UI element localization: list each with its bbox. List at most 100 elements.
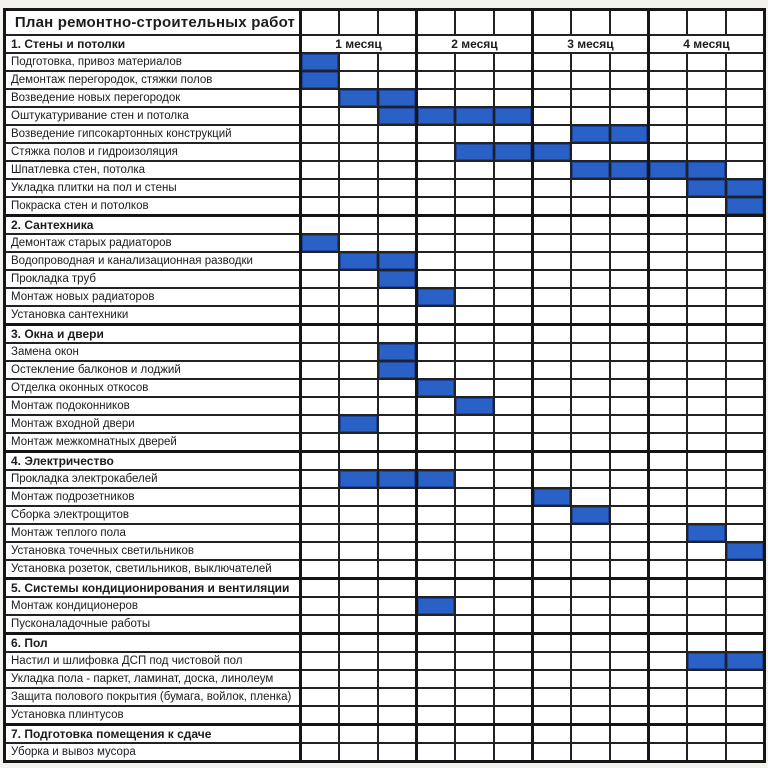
week-cell — [492, 487, 534, 507]
week-cell — [338, 559, 379, 580]
gantt-bar-cell — [338, 251, 379, 271]
week-cell — [299, 523, 341, 543]
task-label: Монтаж входной двери — [3, 414, 302, 434]
week-cell — [724, 233, 766, 253]
task-row: Монтаж подрозетников — [3, 487, 766, 507]
task-label: Сборка электрощитов — [3, 505, 302, 525]
task-label: Монтаж подрозетников — [3, 487, 302, 507]
section-label: 7. Подготовка помещения к сдаче — [3, 723, 302, 744]
week-cell — [376, 577, 418, 598]
week-cell — [299, 723, 341, 744]
week-cell — [299, 160, 341, 180]
gantt-bar-cell — [338, 88, 379, 108]
week-cell — [686, 214, 727, 235]
week-cell — [492, 523, 534, 543]
week-cell — [492, 214, 534, 235]
week-cell — [492, 687, 534, 707]
week-cell — [414, 432, 457, 453]
week-cell — [570, 687, 611, 707]
week-cell — [376, 541, 418, 561]
week-cell — [299, 742, 341, 763]
week-cell — [530, 305, 573, 326]
week-cell — [686, 614, 727, 635]
week-cell — [724, 360, 766, 380]
week-cell — [530, 106, 573, 126]
week-cell — [492, 305, 534, 326]
week-cell — [608, 577, 650, 598]
week-cell — [530, 632, 573, 653]
week-cell — [299, 305, 341, 326]
week-cell — [724, 523, 766, 543]
week-cell — [530, 233, 573, 253]
week-cell — [530, 396, 573, 416]
week-cell — [338, 160, 379, 180]
week-cell — [570, 705, 611, 726]
week-cell — [454, 450, 495, 471]
week-cell — [454, 52, 495, 72]
gantt-bar-cell — [376, 360, 418, 380]
week-cell — [338, 214, 379, 235]
week-cell — [686, 269, 727, 289]
week-cell — [299, 450, 341, 471]
week-cell — [414, 214, 457, 235]
week-cell — [492, 52, 534, 72]
week-cell — [454, 596, 495, 616]
week-cell — [338, 651, 379, 671]
week-cell — [299, 323, 341, 344]
week-cell — [608, 269, 650, 289]
week-cell — [338, 8, 379, 36]
week-cell — [530, 523, 573, 543]
week-cell — [414, 687, 457, 707]
week-cell — [492, 469, 534, 489]
week-cell — [454, 196, 495, 217]
section-label: 6. Пол — [3, 632, 302, 653]
week-cell — [686, 106, 727, 126]
week-cell — [608, 687, 650, 707]
week-cell — [454, 8, 495, 36]
week-cell — [338, 287, 379, 307]
week-cell — [724, 614, 766, 635]
task-label: Остекление балконов и лоджий — [3, 360, 302, 380]
week-cell — [724, 487, 766, 507]
week-cell — [376, 396, 418, 416]
week-cell — [299, 614, 341, 635]
week-cell — [454, 88, 495, 108]
week-cell — [724, 432, 766, 453]
week-cell — [570, 8, 611, 36]
week-cell — [646, 723, 689, 744]
task-label: Монтаж кондиционеров — [3, 596, 302, 616]
week-cell — [376, 287, 418, 307]
week-cell — [338, 432, 379, 453]
week-cell — [454, 577, 495, 598]
week-cell — [492, 396, 534, 416]
week-cell — [724, 8, 766, 36]
week-cell — [608, 705, 650, 726]
week-cell — [414, 342, 457, 362]
week-cell — [646, 487, 689, 507]
week-cell — [686, 88, 727, 108]
week-cell — [376, 450, 418, 471]
week-cell — [454, 469, 495, 489]
week-cell — [454, 233, 495, 253]
week-cell — [492, 632, 534, 653]
task-label: Монтаж подоконников — [3, 396, 302, 416]
week-cell — [299, 196, 341, 217]
week-cell — [686, 687, 727, 707]
task-label: Укладка плитки на пол и стены — [3, 178, 302, 198]
week-cell — [570, 669, 611, 689]
week-cell — [530, 596, 573, 616]
week-cell — [338, 687, 379, 707]
week-cell — [454, 251, 495, 271]
week-cell — [570, 142, 611, 162]
task-row: Прокладка электрокабелей — [3, 469, 766, 489]
week-cell — [414, 559, 457, 580]
week-cell — [338, 342, 379, 362]
week-cell — [299, 669, 341, 689]
week-cell — [414, 124, 457, 144]
week-cell — [454, 687, 495, 707]
week-cell — [492, 577, 534, 598]
task-label: Установка плинтусов — [3, 705, 302, 726]
week-cell — [376, 523, 418, 543]
week-cell — [492, 251, 534, 271]
week-cell — [530, 269, 573, 289]
